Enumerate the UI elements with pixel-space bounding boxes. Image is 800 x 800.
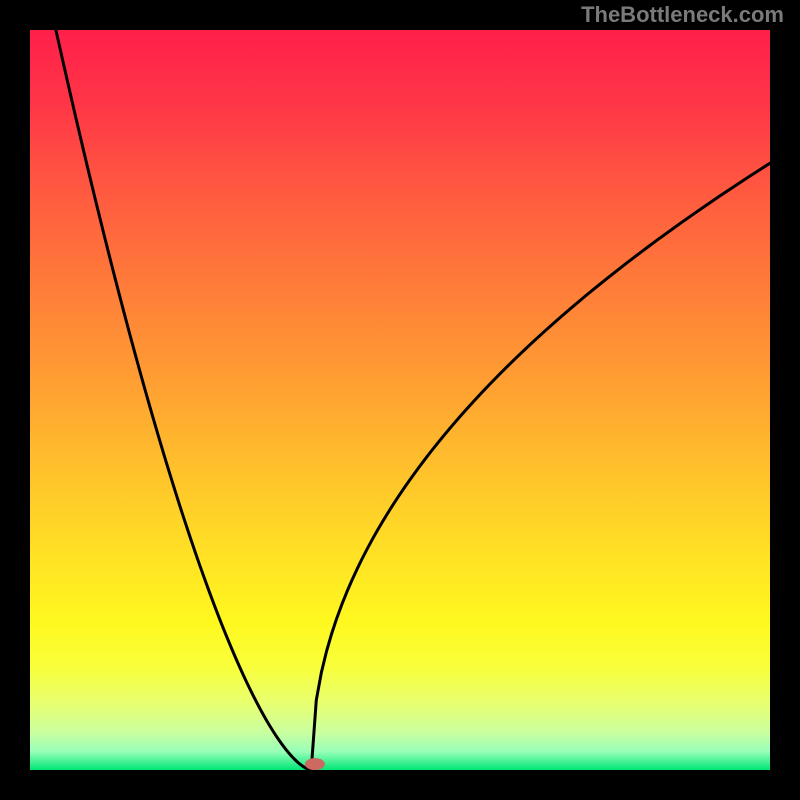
watermark-text: TheBottleneck.com <box>581 2 784 28</box>
chart-svg <box>30 30 770 770</box>
min-marker <box>305 758 325 770</box>
chart-frame: TheBottleneck.com <box>0 0 800 800</box>
plot-area <box>30 30 770 770</box>
chart-background <box>30 30 770 770</box>
